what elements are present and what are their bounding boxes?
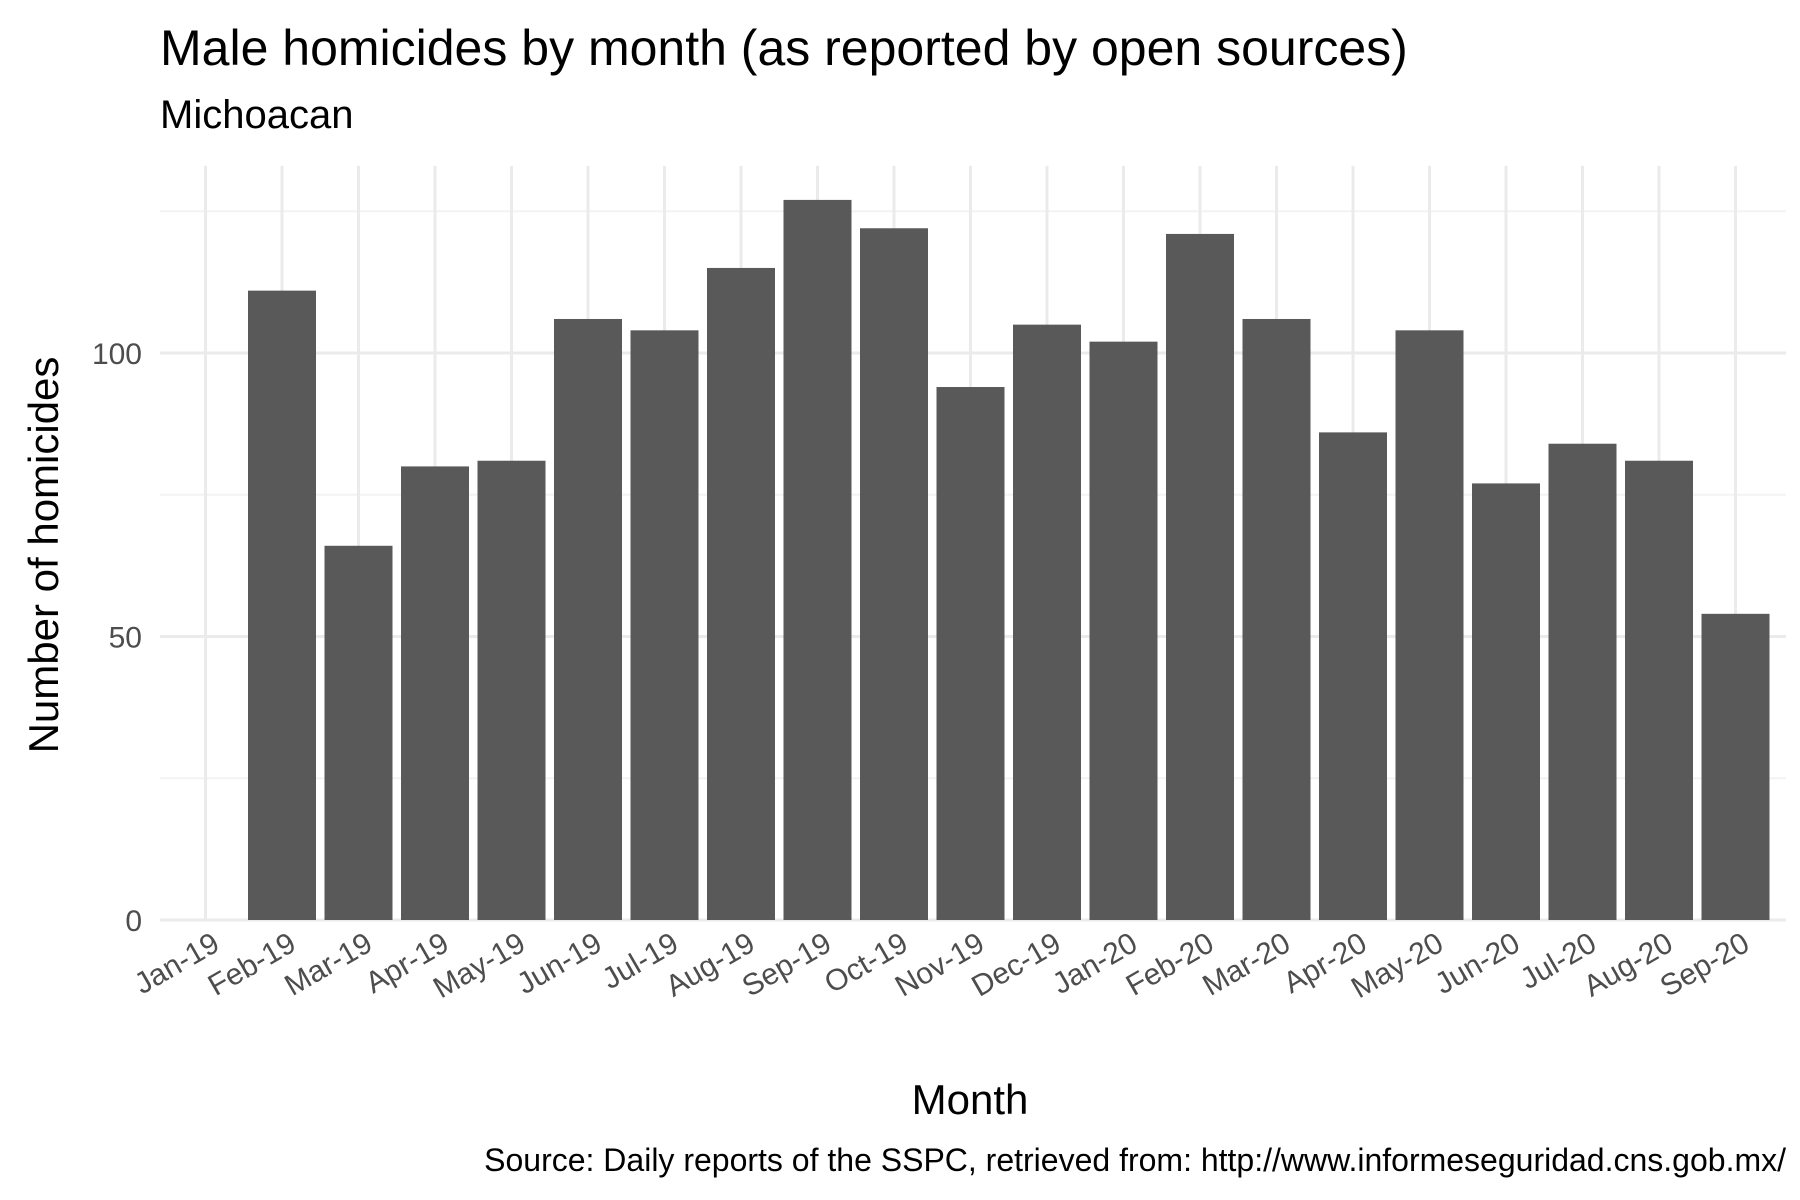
bar-jun-20 [1472,483,1540,920]
bar-sep-20 [1701,613,1770,920]
y-tick-labels: 0 50 100 [92,338,142,938]
bar-feb-19 [248,290,316,920]
x-tick-label: Feb-19 [203,926,302,1002]
x-tick-label: Dec-19 [966,926,1066,1003]
bar-dec-19 [1013,324,1081,920]
bar-apr-20 [1319,432,1387,920]
bar-jun-19 [554,318,622,921]
bar-jul-19 [630,330,699,920]
chart-title: Male homicides by month (as reported by … [160,20,1408,76]
bars [248,199,1770,921]
x-tick-label: Feb-20 [1121,926,1220,1002]
bar-nov-19 [936,387,1005,920]
bar-jan-20 [1089,341,1158,920]
bar-may-20 [1395,330,1464,920]
bar-jul-20 [1548,443,1617,920]
bar-sep-19 [783,199,852,920]
chart-caption: Source: Daily reports of the SSPC, retri… [484,1142,1786,1178]
x-tick-label: Sep-19 [737,926,837,1003]
y-tick-label: 0 [125,905,142,938]
bar-mar-20 [1242,318,1311,921]
bar-mar-19 [324,545,393,920]
y-tick-label: 50 [109,622,142,655]
y-axis-title: Number of homicides [20,357,67,754]
bar-feb-20 [1166,233,1234,920]
x-axis-title: Month [912,1076,1029,1123]
y-tick-label: 100 [92,338,142,371]
x-tick-label: Jun-19 [512,926,608,1000]
bar-aug-19 [707,267,775,920]
x-tick-label: Jun-20 [1430,926,1526,1000]
x-tick-label: Jan-19 [129,926,225,1000]
bar-aug-20 [1625,460,1693,920]
x-tick-label: Mar-19 [279,926,378,1002]
x-tick-label: Jan-20 [1047,926,1143,1000]
x-tick-label: Sep-20 [1655,926,1755,1003]
x-tick-labels: Jan-19Feb-19Mar-19Apr-19May-19Jun-19Jul-… [129,926,1755,1005]
chart-subtitle: Michoacan [160,93,354,137]
bar-may-19 [477,460,546,920]
x-tick-label: Mar-20 [1197,926,1296,1002]
bar-oct-19 [860,228,928,920]
bar-apr-19 [401,466,469,920]
